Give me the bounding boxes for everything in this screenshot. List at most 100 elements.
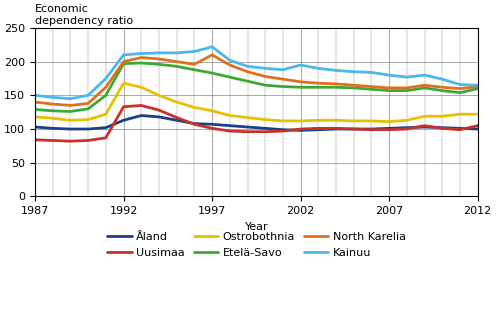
X-axis label: Year: Year bbox=[245, 222, 268, 232]
Uusimaa bbox=[85, 139, 91, 142]
Åland bbox=[386, 126, 392, 130]
Etelä-Savo bbox=[227, 75, 233, 79]
North Karelia bbox=[262, 75, 268, 79]
Line: Ostrobothnia: Ostrobothnia bbox=[35, 83, 478, 122]
Legend: Åland, Uusimaa, Ostrobothnia, Etelä-Savo, North Karelia, Kainuu: Åland, Uusimaa, Ostrobothnia, Etelä-Savo… bbox=[107, 232, 406, 258]
Åland bbox=[280, 128, 286, 132]
Line: North Karelia: North Karelia bbox=[35, 55, 478, 105]
Ostrobothnia bbox=[439, 114, 445, 118]
Åland bbox=[457, 126, 463, 130]
Ostrobothnia bbox=[333, 118, 339, 122]
Etelä-Savo bbox=[32, 108, 38, 111]
Kainuu bbox=[138, 52, 144, 55]
Ostrobothnia bbox=[138, 85, 144, 89]
Ostrobothnia bbox=[315, 118, 321, 122]
Åland bbox=[369, 127, 374, 131]
Line: Kainuu: Kainuu bbox=[35, 47, 478, 99]
Åland bbox=[298, 128, 304, 132]
Ostrobothnia bbox=[298, 119, 304, 123]
North Karelia bbox=[422, 83, 428, 87]
Ostrobothnia bbox=[50, 116, 56, 120]
Kainuu bbox=[50, 96, 56, 99]
Kainuu bbox=[333, 68, 339, 72]
Uusimaa bbox=[50, 139, 56, 142]
Kainuu bbox=[369, 70, 374, 74]
North Karelia bbox=[245, 70, 250, 74]
North Karelia bbox=[174, 60, 180, 64]
Åland bbox=[351, 127, 357, 131]
Ostrobothnia bbox=[121, 81, 126, 85]
Kainuu bbox=[457, 82, 463, 86]
Kainuu bbox=[262, 67, 268, 70]
Åland bbox=[245, 125, 250, 129]
North Karelia bbox=[457, 87, 463, 91]
Åland bbox=[315, 128, 321, 132]
Uusimaa bbox=[475, 124, 481, 127]
Åland bbox=[121, 118, 126, 122]
Kainuu bbox=[67, 97, 73, 101]
Uusimaa bbox=[457, 128, 463, 132]
Kainuu bbox=[32, 93, 38, 97]
Kainuu bbox=[191, 50, 197, 53]
Åland bbox=[32, 125, 38, 129]
North Karelia bbox=[475, 85, 481, 89]
North Karelia bbox=[209, 53, 215, 57]
Ostrobothnia bbox=[67, 118, 73, 122]
Uusimaa bbox=[351, 127, 357, 131]
Etelä-Savo bbox=[457, 91, 463, 95]
Åland bbox=[191, 122, 197, 126]
Uusimaa bbox=[298, 127, 304, 131]
Kainuu bbox=[315, 67, 321, 70]
North Karelia bbox=[67, 103, 73, 107]
Kainuu bbox=[245, 65, 250, 68]
Uusimaa bbox=[422, 124, 428, 127]
Uusimaa bbox=[121, 105, 126, 109]
Uusimaa bbox=[262, 130, 268, 134]
Ostrobothnia bbox=[386, 120, 392, 124]
Åland bbox=[156, 115, 162, 119]
Line: Åland: Åland bbox=[35, 115, 478, 130]
Uusimaa bbox=[369, 128, 374, 132]
Etelä-Savo bbox=[315, 85, 321, 89]
Uusimaa bbox=[227, 129, 233, 133]
Etelä-Savo bbox=[262, 83, 268, 87]
Kainuu bbox=[475, 83, 481, 87]
Etelä-Savo bbox=[333, 85, 339, 89]
Kainuu bbox=[404, 75, 410, 79]
Ostrobothnia bbox=[457, 112, 463, 116]
Åland bbox=[227, 124, 233, 127]
Kainuu bbox=[386, 73, 392, 77]
Ostrobothnia bbox=[245, 116, 250, 120]
Uusimaa bbox=[209, 126, 215, 130]
Etelä-Savo bbox=[422, 86, 428, 90]
Åland bbox=[475, 127, 481, 131]
Etelä-Savo bbox=[475, 87, 481, 91]
Åland bbox=[50, 126, 56, 130]
Etelä-Savo bbox=[369, 87, 374, 91]
Ostrobothnia bbox=[422, 114, 428, 118]
North Karelia bbox=[404, 86, 410, 90]
North Karelia bbox=[138, 56, 144, 60]
Ostrobothnia bbox=[103, 112, 109, 116]
Etelä-Savo bbox=[191, 68, 197, 72]
Uusimaa bbox=[404, 127, 410, 131]
Ostrobothnia bbox=[369, 119, 374, 123]
Uusimaa bbox=[333, 126, 339, 130]
North Karelia bbox=[156, 57, 162, 61]
Etelä-Savo bbox=[138, 61, 144, 65]
North Karelia bbox=[50, 102, 56, 106]
Uusimaa bbox=[191, 122, 197, 126]
Åland bbox=[422, 125, 428, 129]
Etelä-Savo bbox=[351, 86, 357, 90]
Line: Etelä-Savo: Etelä-Savo bbox=[35, 63, 478, 111]
Ostrobothnia bbox=[85, 118, 91, 122]
Etelä-Savo bbox=[174, 65, 180, 68]
Kainuu bbox=[103, 77, 109, 81]
Åland bbox=[138, 113, 144, 117]
Line: Uusimaa: Uusimaa bbox=[35, 105, 478, 141]
Kainuu bbox=[174, 51, 180, 55]
Etelä-Savo bbox=[85, 107, 91, 111]
Ostrobothnia bbox=[475, 112, 481, 116]
Kainuu bbox=[422, 73, 428, 77]
Uusimaa bbox=[386, 128, 392, 132]
